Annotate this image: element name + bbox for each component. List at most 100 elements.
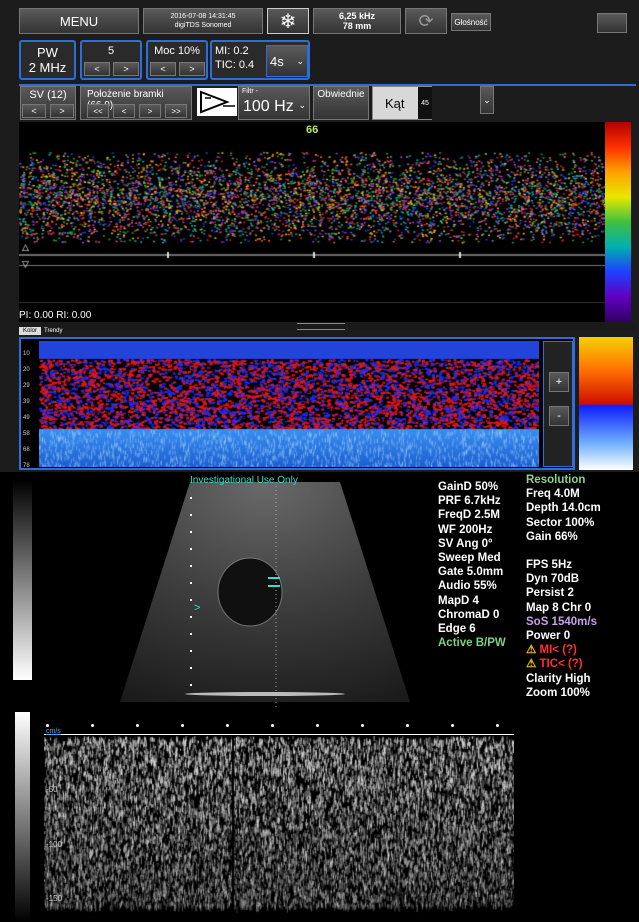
time-dot — [316, 724, 319, 727]
imaging-param-0: Freq 4.0M — [526, 488, 580, 501]
filter-select[interactable]: Filtr - 100 Hz ⌄ — [238, 86, 310, 120]
depth-dot — [190, 633, 192, 635]
tick-minus-100: -100 — [46, 840, 63, 849]
time-dot — [496, 724, 499, 727]
tic-warning-text: TIC< (?) — [539, 658, 583, 671]
depth-tick: 68 — [23, 447, 30, 453]
doppler-param-0: GainD 50% — [438, 481, 499, 493]
depth-tick: 58 — [23, 431, 30, 437]
time-dot — [361, 724, 364, 727]
menu-button[interactable]: MENU — [19, 8, 139, 34]
index-group: MI: 0.2 TIC: 0.4 4s ⌄ — [210, 40, 310, 80]
color-scale-bar — [579, 337, 633, 470]
zoom-in-button[interactable]: + — [549, 372, 569, 392]
volume-button[interactable]: Głośność — [451, 13, 491, 31]
spectrum-color-bar — [605, 122, 631, 322]
sv-label: SV (12) — [29, 89, 67, 101]
time-dot — [46, 724, 49, 727]
doppler-parameters: GainD 50% PRF 6.7kHz FreqD 2.5M WF 200Hz SV … — [438, 480, 506, 650]
depth-dot — [190, 650, 192, 652]
imaging-param-b-0: FPS 5Hz — [526, 559, 573, 572]
depth-dot — [190, 531, 192, 533]
gate-prev-button[interactable]: < — [113, 104, 135, 118]
imaging-param-list-3: Clarity High Zoom 100% — [526, 672, 601, 700]
imaging-param-list: Freq 4.0M Depth 14.0cm Sector 100% Gain 66% — [526, 487, 601, 544]
depth-dot — [190, 548, 192, 550]
filter-value: 100 Hz — [243, 98, 294, 115]
reset-button[interactable]: ⟳ — [405, 8, 447, 34]
gain-control: 5 < > — [80, 40, 142, 80]
scale-mm: 78 mm — [342, 21, 372, 31]
time-dot — [271, 724, 274, 727]
more-options-button[interactable]: ⌄ — [480, 86, 494, 114]
tab-trends[interactable]: Trendy — [44, 328, 63, 334]
doppler-param-7: Audio 55% — [438, 580, 497, 593]
depth-dot — [190, 667, 192, 669]
time-dot — [226, 724, 229, 727]
depth-tick: 29 — [23, 383, 30, 389]
depth-dot — [190, 684, 192, 686]
angle-value: 45 — [418, 87, 432, 119]
angle-label: Kąt — [385, 95, 405, 111]
time-dot — [136, 724, 139, 727]
color-mmode-image — [39, 341, 539, 467]
gain-increase-button[interactable]: > — [113, 62, 139, 76]
power-decrease-button[interactable]: < — [150, 62, 176, 76]
doppler-param-3: WF 200Hz — [438, 523, 493, 536]
gate-first-button[interactable]: << — [87, 104, 109, 118]
refresh-icon: ⟳ — [418, 10, 434, 31]
imaging-param-3: Gain 66% — [526, 530, 578, 543]
mode-selector[interactable]: PW 2 MHz — [19, 40, 76, 80]
depth-tick: 49 — [23, 415, 30, 421]
power-control: Moc 10% < > — [146, 40, 208, 80]
ultrasound-screen: > Investigational Use Only GainD 50% PRF … — [0, 472, 639, 922]
gate-next-button[interactable]: > — [139, 104, 161, 118]
imaging-param-b-2: Persist 2 — [526, 587, 574, 600]
tick-minus-150: -150 — [46, 894, 63, 903]
time-dot — [406, 724, 409, 727]
duration-select[interactable]: 4s ⌄ — [266, 45, 308, 77]
device-text: digiTDS Sonomed — [174, 22, 232, 29]
freeze-button[interactable]: ❄ — [267, 8, 309, 34]
time-dot — [181, 724, 184, 727]
chevron-down-icon: ⌄ — [298, 100, 306, 110]
doppler-param-4: SV Ang 0° — [438, 537, 493, 550]
window-button[interactable] — [597, 13, 627, 33]
depth-dot — [190, 514, 192, 516]
envelope-button[interactable]: Obwiednie — [313, 86, 369, 120]
doppler-param-9: ChromaD 0 — [438, 608, 500, 621]
sv-decrease-button[interactable]: < — [22, 104, 46, 118]
power-increase-button[interactable]: > — [179, 62, 205, 76]
color-mmode-panel: 10 20 29 39 49 58 68 78 + - — [19, 337, 575, 470]
doppler-param-1: PRF 6.7kHz — [438, 495, 501, 508]
zoom-out-button[interactable]: - — [549, 406, 569, 426]
mi-value: MI: 0.2 — [215, 45, 249, 57]
imaging-parameters: Resolution Freq 4.0M Depth 14.0cm Sector 1… — [526, 473, 601, 700]
gain-decrease-button[interactable]: < — [84, 62, 110, 76]
imaging-param-b-3: Map 8 Chr 0 — [526, 601, 592, 614]
tab-color[interactable]: Kolor — [19, 327, 41, 335]
doppler-spectrum: 66 PI: 0.00 RI: 0.00 — [19, 122, 605, 322]
svg-text:>: > — [194, 602, 200, 614]
time-markers — [44, 724, 514, 728]
depth-dot — [190, 565, 192, 567]
imaging-param-list-2: FPS 5Hz Dyn 70dB Persist 2 Map 8 Chr 0 — [526, 558, 601, 615]
imaging-param-b-1: Dyn 70dB — [526, 573, 580, 586]
duration-value: 4s — [270, 53, 284, 69]
filter-arrow-icon — [200, 90, 235, 114]
panel-splitter[interactable] — [19, 322, 636, 330]
filter-invert-button[interactable] — [197, 88, 237, 116]
active-mode: Active B/PW — [438, 637, 506, 650]
mode-frequency: 2 MHz — [28, 60, 67, 75]
doppler-app: MENU 2016-07-08 14:31:45 digiTDS Sonomed… — [0, 0, 639, 472]
gate-last-button[interactable]: >> — [165, 104, 187, 118]
power-value: Power 0 — [526, 630, 571, 643]
chevron-down-icon: ⌄ — [296, 55, 304, 66]
splitter-handle[interactable] — [297, 323, 345, 330]
power-value: Moc 10% — [154, 45, 200, 57]
sv-increase-button[interactable]: > — [50, 104, 74, 118]
time-dot — [451, 724, 454, 727]
mmode-side-controls: + - — [543, 341, 573, 467]
doppler-param-10: Edge 6 — [438, 623, 476, 636]
spectrum-image — [19, 122, 605, 322]
